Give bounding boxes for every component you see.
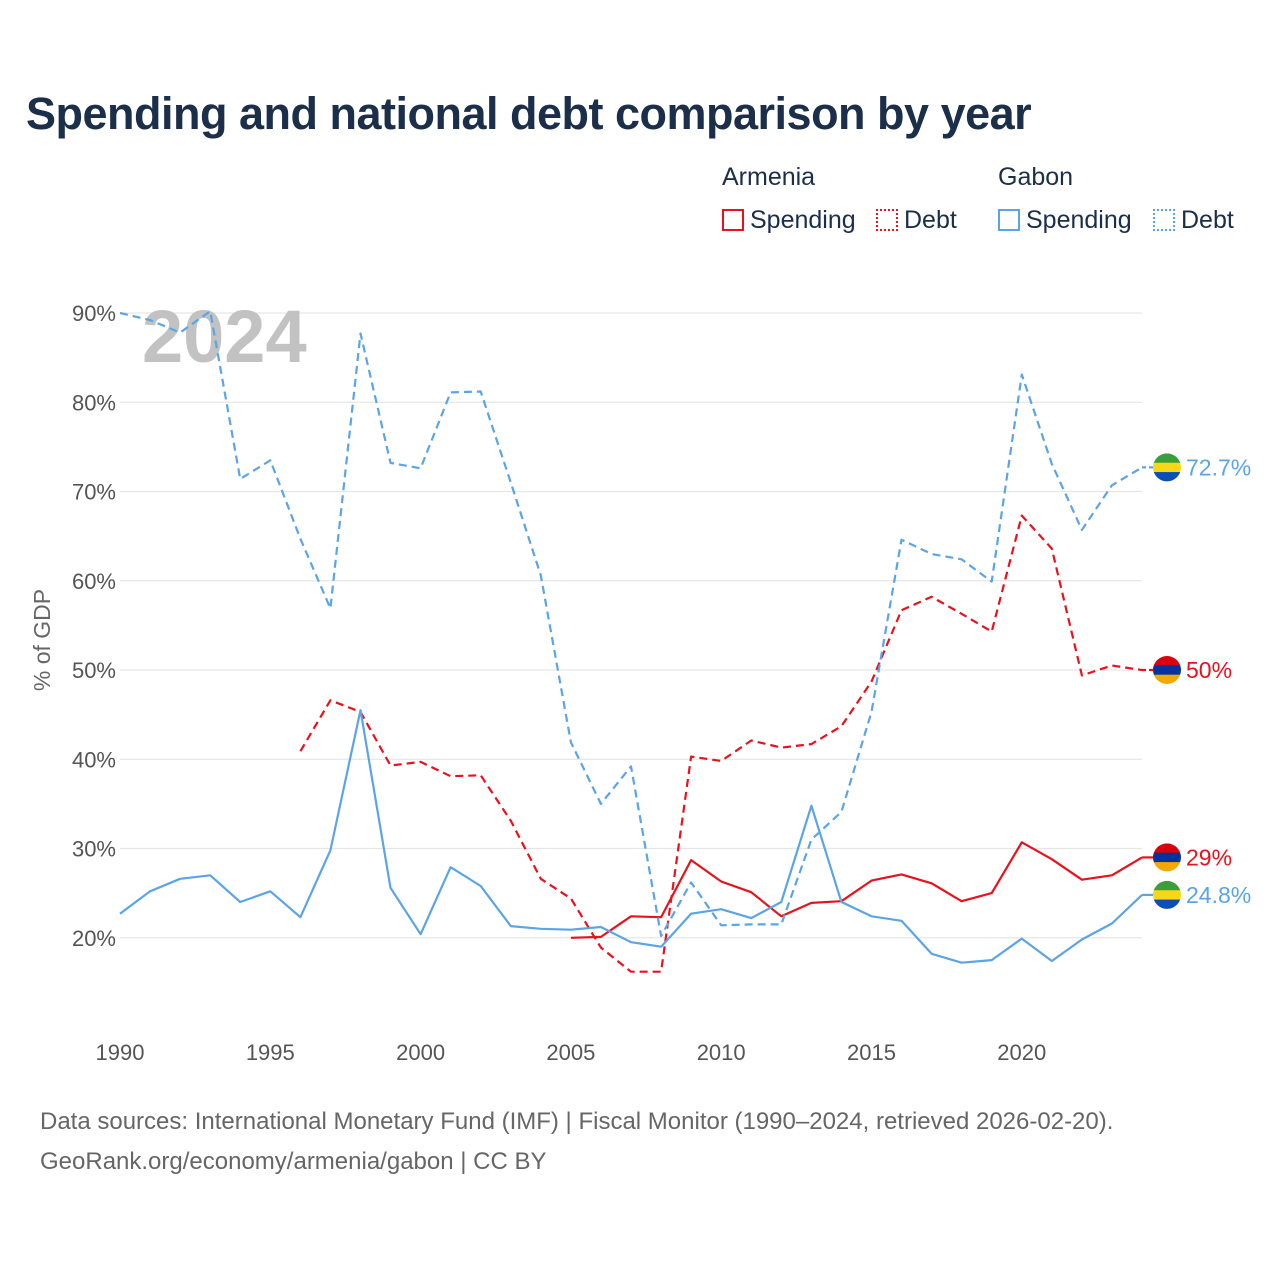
- y-tick-label: 80%: [72, 390, 116, 415]
- flag-stripe: [1153, 453, 1181, 464]
- end-value-label: 72.7%: [1186, 454, 1251, 480]
- flag-stripe: [1153, 665, 1181, 676]
- series-layer: [119, 310, 1143, 973]
- flag-stripe: [1153, 899, 1181, 909]
- flag-stripe: [1153, 674, 1181, 684]
- grid-layer: 20% 30% 40% 50% 60% 70% 80% 90%: [72, 301, 1142, 951]
- end-value-label: 24.8%: [1186, 882, 1251, 908]
- x-tick-label: 2005: [546, 1040, 595, 1065]
- flag-stripe: [1153, 880, 1181, 891]
- line-chart: 20% 30% 40% 50% 60% 70% 80% 90% 2024 % of GDP 1…: [29, 295, 1251, 1065]
- x-tick-label: 1995: [246, 1040, 295, 1065]
- series-line-gabon-spending[interactable]: [119, 709, 1143, 964]
- page-title: Spending and national debt comparison by…: [26, 88, 1032, 139]
- year-watermark: 2024: [142, 295, 307, 378]
- legend-swatch-armenia-spending: [722, 209, 744, 231]
- legend-swatch-armenia-debt: [876, 209, 898, 231]
- legend-swatch-gabon-spending: [998, 209, 1020, 231]
- legend-label: Spending: [750, 205, 856, 234]
- gabon-flag-icon: [1153, 453, 1181, 482]
- y-tick-label: 30%: [72, 837, 116, 862]
- y-tick-label: 40%: [72, 747, 116, 772]
- y-tick-label: 50%: [72, 658, 116, 683]
- flag-stripe: [1153, 862, 1181, 872]
- flag-stripe: [1153, 852, 1181, 863]
- series-line-gabon-debt[interactable]: [119, 310, 1143, 938]
- x-tick-label: 2010: [697, 1040, 746, 1065]
- legend-label: Spending: [1026, 205, 1132, 234]
- x-tick-label: 2000: [396, 1040, 445, 1065]
- y-tick-label: 70%: [72, 480, 116, 505]
- legend-group-gabon: Gabon: [998, 163, 1074, 191]
- y-axis-title: % of GDP: [29, 589, 55, 691]
- legend-armenia-spending[interactable]: Spending: [722, 205, 856, 235]
- legend-label: Debt: [1181, 205, 1234, 234]
- flag-stripe: [1153, 472, 1181, 482]
- legend-label: Debt: [904, 205, 957, 234]
- flag-stripe: [1153, 656, 1181, 666]
- gabon-flag-icon: [1153, 880, 1181, 909]
- legend-gabon-spending[interactable]: Spending: [998, 205, 1132, 235]
- flag-stripe: [1153, 890, 1181, 901]
- legend-armenia-debt[interactable]: Debt: [876, 205, 957, 235]
- end-value-label: 50%: [1186, 657, 1232, 683]
- x-tick-label: 2020: [997, 1040, 1046, 1065]
- flag-stripe: [1153, 462, 1181, 473]
- y-tick-label: 60%: [72, 569, 116, 594]
- y-tick-label: 20%: [72, 926, 116, 951]
- x-tick-label: 2015: [847, 1040, 896, 1065]
- armenia-flag-icon: [1153, 656, 1181, 684]
- x-axis-ticks: 1990 1995 2000 2005 2010 2015 2020: [96, 1040, 1047, 1065]
- flag-stripe: [1153, 843, 1181, 854]
- y-tick-label: 90%: [72, 301, 116, 326]
- x-tick-label: 1990: [96, 1040, 145, 1065]
- end-value-label: 29%: [1186, 844, 1232, 870]
- end-markers: 29% 50% 24.8% 72.7%: [1142, 453, 1251, 909]
- legend-group-armenia: Armenia: [722, 163, 816, 191]
- series-line-armenia-spending[interactable]: [570, 841, 1143, 939]
- series-line-armenia-debt[interactable]: [299, 514, 1143, 973]
- source-url[interactable]: GeoRank.org/economy/armenia/gabon | CC B…: [40, 1148, 547, 1175]
- source-text: Data sources: International Monetary Fun…: [40, 1108, 1114, 1135]
- armenia-flag-icon: [1153, 843, 1181, 872]
- legend-swatch-gabon-debt: [1153, 209, 1175, 231]
- legend-gabon-debt[interactable]: Debt: [1153, 205, 1234, 235]
